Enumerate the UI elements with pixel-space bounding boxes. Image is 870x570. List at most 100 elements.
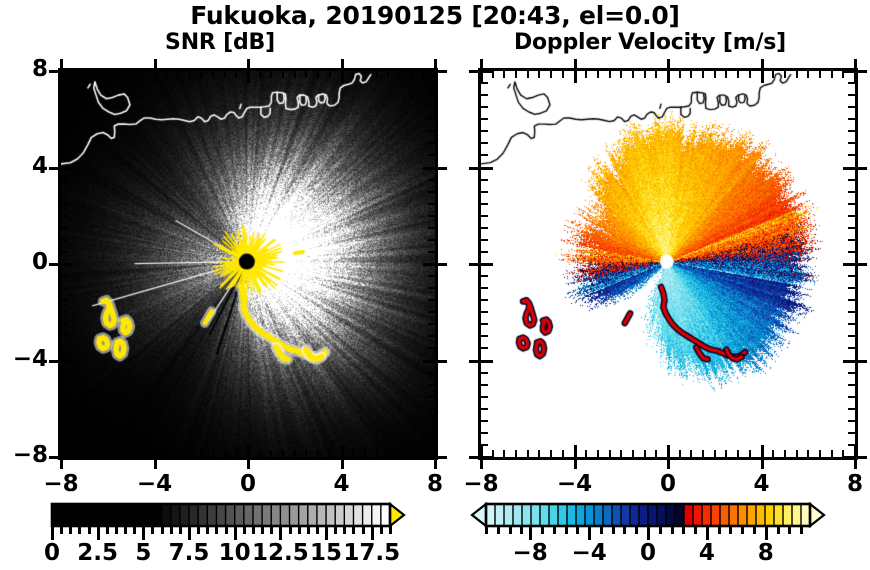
x-tick-label: 0 [239,471,256,497]
colorbar-minor-tick [215,526,218,534]
colorbar-minor-tick [179,526,182,534]
page-title: Fukuoka, 20190125 [20:43, el=0.0] [190,1,680,30]
x-tick-label: 8 [426,471,443,497]
colorbar-minor-tick [206,526,209,534]
colorbar-minor-tick [78,526,81,534]
colorbar-minor-tick [88,526,91,534]
x-tick-label: 4 [753,471,770,497]
colorbar-minor-tick [352,526,355,534]
colorbar-minor-tick [800,526,803,534]
colorbar-minor-tick [261,526,264,534]
colorbar-tick-label: 4 [698,540,715,566]
colorbar-minor-tick [741,526,744,534]
panel-title-snr: SNR [dB] [165,30,275,55]
colorbar-minor-tick [106,526,109,534]
x-tick-label: 0 [659,471,676,497]
colorbar-minor-tick [316,526,319,534]
colorbar-minor-tick [225,526,228,534]
x-tick-label: 4 [333,471,350,497]
colorbar-minor-tick [151,526,154,534]
colorbar-minor-tick [612,526,615,534]
colorbar-major-tick [97,526,100,540]
colorbar-minor-tick [497,526,500,534]
colorbar-tick-label: 15 [310,540,343,566]
colorbar-major-tick [279,526,282,540]
y-tick-label: −4 [12,345,48,372]
x-tick-label: −4 [556,471,593,497]
colorbar-tick-label: 10 [218,540,251,566]
colorbar-tick-label: 7.5 [168,540,210,566]
y-tick-label: −8 [12,442,48,468]
colorbar-minor-tick [635,526,638,534]
colorbar-minor-tick [541,526,544,534]
colorbar-minor-tick [252,526,255,534]
colorbar-minor-tick [671,526,674,534]
colorbar-major-tick [325,526,328,540]
colorbar-major-tick [51,526,54,540]
colorbar-minor-tick [380,526,383,534]
colorbar-minor-tick [509,526,512,534]
colorbar-minor-tick [343,526,346,534]
colorbar-minor-tick [270,526,273,534]
colorbar-minor-tick [682,526,685,534]
colorbar-minor-tick [124,526,127,534]
snr-radar-image [61,71,435,457]
colorbar-tick-label: 17.5 [343,540,401,566]
colorbar-minor-tick [197,526,200,534]
colorbar-outline [50,502,392,528]
colorbar-tick-label: 8 [757,540,774,566]
colorbar-minor-tick [115,526,118,534]
doppler-plot-area[interactable] [478,68,858,460]
colorbar-major-tick [234,526,237,540]
colorbar-minor-tick [565,526,568,534]
colorbar-minor-tick [788,526,791,534]
colorbar-major-tick [765,526,768,540]
colorbar-minor-tick [362,526,365,534]
colorbar-tick-label: 12.5 [252,540,309,566]
y-tick-label: 4 [31,152,48,179]
x-tick-label: −4 [136,471,173,497]
colorbar-minor-tick [553,526,556,534]
snr-colorbar[interactable] [50,501,406,529]
colorbar-minor-tick [718,526,721,534]
colorbar-tick-label: 2.5 [77,540,119,566]
colorbar-minor-tick [334,526,337,534]
x-tick-label: −8 [463,471,499,497]
colorbar-minor-tick [576,526,579,534]
doppler-radar-image [481,71,855,457]
colorbar-minor-tick [243,526,246,534]
colorbar-tick-label: 0 [639,540,656,566]
colorbar-minor-tick [298,526,301,534]
colorbar-minor-tick [307,526,310,534]
x-tick-label: −8 [43,471,79,497]
colorbar-major-tick [588,526,591,540]
colorbar-minor-tick [289,526,292,534]
colorbar-major-tick [142,526,145,540]
colorbar-major-tick [647,526,650,540]
colorbar-minor-tick [623,526,626,534]
colorbar-minor-tick [753,526,756,534]
colorbar-minor-tick [659,526,662,534]
colorbar-tick-label: −4 [571,540,607,566]
panel-title-doppler: Doppler Velocity [m/s] [513,30,787,55]
colorbar-minor-tick [69,526,72,534]
colorbar-major-tick [188,526,191,540]
colorbar-minor-tick [170,526,173,534]
colorbar-major-tick [371,526,374,540]
snr-plot-area[interactable] [58,68,438,460]
colorbar-minor-tick [777,526,780,534]
colorbar-tick-label: 0 [43,540,60,566]
colorbar-tick-label: −8 [512,540,548,566]
colorbar-minor-tick [161,526,164,534]
colorbar-major-tick [706,526,709,540]
colorbar-minor-tick [389,526,392,534]
colorbar-swatches [50,501,406,529]
